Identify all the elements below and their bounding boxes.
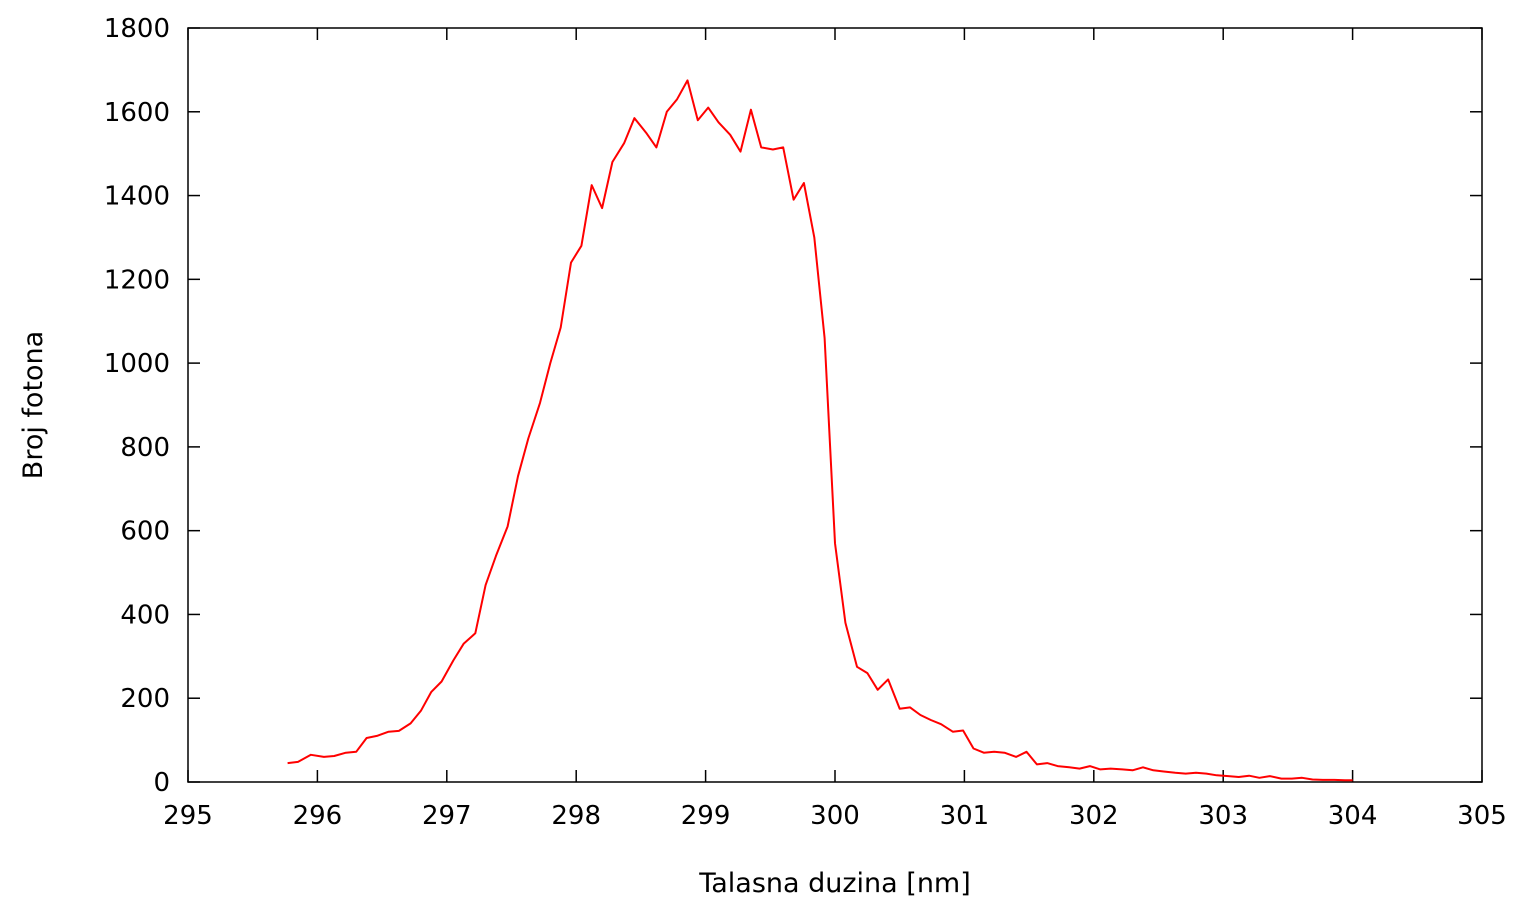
y-tick-label: 1000 (104, 349, 170, 379)
x-tick-label: 305 (1457, 801, 1507, 831)
x-tick-label: 297 (422, 801, 472, 831)
y-axis-title: Broj fotona (18, 331, 49, 479)
series-line (287, 79, 1353, 782)
x-tick-label: 300 (810, 801, 860, 831)
y-tick-label: 1600 (104, 98, 170, 128)
y-tick-label: 1400 (104, 182, 170, 212)
x-tick-label: 298 (551, 801, 601, 831)
x-tick-label: 304 (1328, 801, 1378, 831)
x-tick-label: 299 (681, 801, 731, 831)
y-tick-label: 1800 (104, 14, 170, 44)
y-tick-label: 400 (120, 600, 170, 630)
y-tick-label: 1200 (104, 265, 170, 295)
plot-frame (187, 27, 1483, 783)
x-axis: 295 296 297 298 299 300 301 302 303 304 305 (163, 28, 1507, 831)
x-axis-title: Talasna duzina [nm] (698, 868, 971, 899)
series-layer (287, 79, 1353, 782)
x-tick-label: 302 (1069, 801, 1119, 831)
y-tick-label: 0 (153, 768, 170, 798)
x-tick-label: 295 (163, 801, 213, 831)
y-axis: 0 200 400 600 800 1000 1200 1400 1600 1800 (104, 14, 1482, 798)
y-tick-label: 800 (120, 433, 170, 463)
y-tick-label: 200 (120, 684, 170, 714)
x-tick-label: 296 (293, 801, 343, 831)
x-tick-label: 303 (1198, 801, 1248, 831)
x-tick-label: 301 (940, 801, 990, 831)
y-tick-label: 600 (120, 517, 170, 547)
